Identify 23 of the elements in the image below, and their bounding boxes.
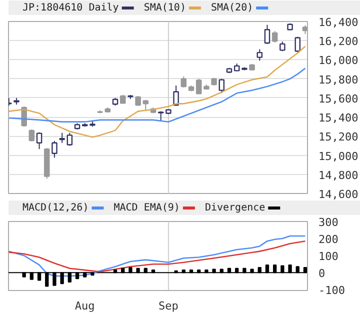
legend-label: JP:1804610 Daily <box>22 2 119 14</box>
y-tick-label: 15,400 <box>318 112 358 125</box>
y-tick-label: 0 <box>318 267 326 280</box>
y-tick-label: 16,000 <box>318 54 358 68</box>
y-tick-label: 16,200 <box>318 35 358 48</box>
legend-label: Divergence <box>204 202 266 214</box>
y-tick-label: 100 <box>318 250 338 264</box>
legend-label: SMA(20) <box>210 2 254 14</box>
legend-label: SMA(10) <box>144 2 186 14</box>
x-tick-label: Sep <box>158 300 178 312</box>
x-tick-label: Aug <box>74 300 95 312</box>
legend-label: MACD EMA(9) <box>114 202 180 214</box>
y-tick-label: 300 <box>318 216 338 229</box>
y-tick-label: 200 <box>318 233 338 246</box>
y-tick-label: -100 <box>318 284 345 298</box>
y-tick-label: 15,600 <box>318 92 358 106</box>
y-tick-label: 15,200 <box>318 130 358 144</box>
y-tick-label: 15,000 <box>318 150 358 163</box>
legend-label: MACD(12,26) <box>22 202 89 214</box>
y-tick-label: 14,600 <box>318 188 358 201</box>
y-tick-label: 15,800 <box>318 73 358 86</box>
y-tick-label: 16,400 <box>318 16 358 29</box>
y-tick-label: 14,800 <box>318 168 358 182</box>
